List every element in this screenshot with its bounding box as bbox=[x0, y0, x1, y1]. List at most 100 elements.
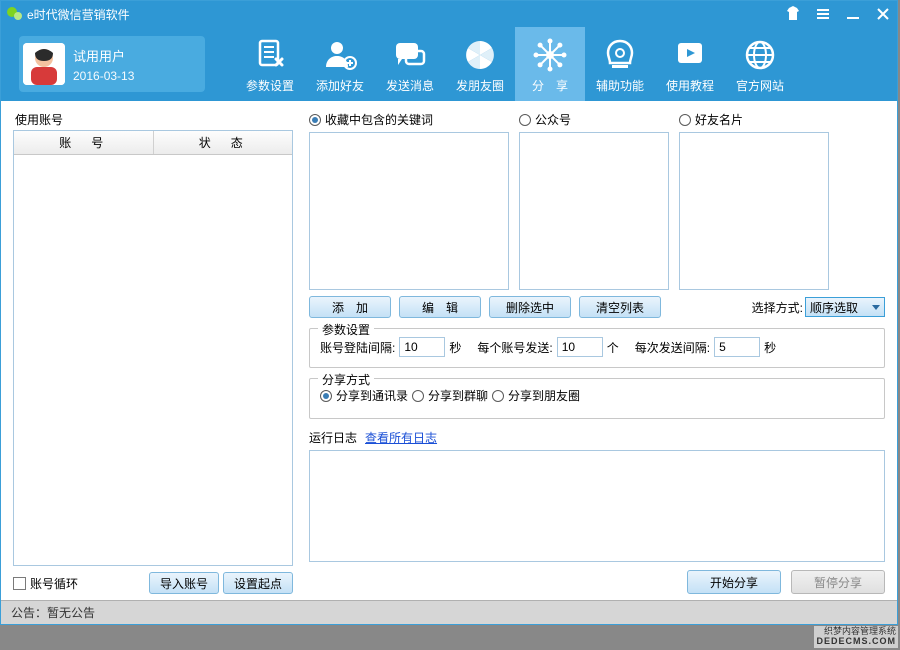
log-label: 运行日志 bbox=[309, 429, 357, 446]
toolbar-moments-label: 发朋友圈 bbox=[456, 77, 504, 94]
toolbar-website[interactable]: 官方网站 bbox=[725, 27, 795, 101]
namecard-listbox[interactable] bbox=[679, 132, 829, 290]
toolbar-icons: 参数设置 添加好友 发送消息 发朋友圈 分 享 辅助功能 使用教程 官方网站 bbox=[235, 27, 795, 101]
login-interval-input[interactable] bbox=[399, 337, 445, 357]
toolbar-assist[interactable]: 辅助功能 bbox=[585, 27, 655, 101]
window-controls bbox=[785, 6, 891, 22]
params-line: 账号登陆间隔: 秒 每个账号发送: 个 每次发送间隔: 秒 bbox=[320, 337, 874, 357]
accounts-label: 使用账号 bbox=[13, 111, 293, 128]
toolbar-moments[interactable]: 发朋友圈 bbox=[445, 27, 515, 101]
send-interval-unit: 秒 bbox=[764, 339, 776, 356]
import-account-button[interactable]: 导入账号 bbox=[149, 572, 219, 594]
statusbar: 公告：暂无公告 bbox=[1, 600, 897, 624]
select-mode-label: 选择方式: bbox=[752, 299, 803, 316]
watermark: 织梦内容管理系统 DEDECMS.COM bbox=[814, 626, 898, 648]
params-fieldset: 参数设置 账号登陆间隔: 秒 每个账号发送: 个 每次发送间隔: 秒 bbox=[309, 328, 885, 368]
official-listbox[interactable] bbox=[519, 132, 669, 290]
col-status[interactable]: 状 态 bbox=[154, 131, 293, 154]
accounts-header: 账 号 状 态 bbox=[14, 131, 292, 155]
toolbar-sendmsg-label: 发送消息 bbox=[386, 77, 434, 94]
radio-icon bbox=[679, 114, 691, 126]
body: 使用账号 账 号 状 态 账号循环 导入账号 设置起点 收藏中包 bbox=[1, 101, 897, 600]
source-official-col: 公众号 bbox=[519, 111, 669, 290]
source-keyword-radio[interactable]: 收藏中包含的关键词 bbox=[309, 111, 509, 128]
action-row: 开始分享 暂停分享 bbox=[309, 562, 885, 594]
toolbar: 试用用户 2016-03-13 参数设置 添加好友 发送消息 发朋友圈 分 享 辅助功能 使… bbox=[1, 27, 897, 101]
radio-icon bbox=[519, 114, 531, 126]
toolbar-params-label: 参数设置 bbox=[246, 77, 294, 94]
start-share-button[interactable]: 开始分享 bbox=[687, 570, 781, 594]
source-official-label: 公众号 bbox=[535, 111, 571, 128]
accounts-table[interactable]: 账 号 状 态 bbox=[13, 130, 293, 566]
status-text: 公告：暂无公告 bbox=[11, 604, 95, 621]
avatar bbox=[23, 43, 65, 85]
radio-icon bbox=[320, 390, 332, 402]
share-mode-line: 分享到通讯录 分享到群聊 分享到朋友圈 bbox=[320, 387, 874, 408]
toolbar-share[interactable]: 分 享 bbox=[515, 27, 585, 101]
pause-share-button: 暂停分享 bbox=[791, 570, 885, 594]
app-window: e时代微信营销软件 试用用户 2016-03-13 参数设置 添加好友 发送消息 发朋… bbox=[0, 0, 898, 625]
toolbar-params[interactable]: 参数设置 bbox=[235, 27, 305, 101]
app-title: e时代微信营销软件 bbox=[27, 6, 785, 23]
col-account[interactable]: 账 号 bbox=[14, 131, 154, 154]
share-group-label: 分享到群聊 bbox=[428, 387, 488, 404]
log-box[interactable] bbox=[309, 450, 885, 562]
app-icon bbox=[7, 6, 23, 22]
skin-icon[interactable] bbox=[785, 6, 801, 22]
share-contacts-radio[interactable]: 分享到通讯录 bbox=[320, 387, 408, 404]
add-button[interactable]: 添 加 bbox=[309, 296, 391, 318]
user-name: 试用用户 bbox=[73, 46, 134, 65]
per-account-input[interactable] bbox=[557, 337, 603, 357]
toolbar-sendmsg[interactable]: 发送消息 bbox=[375, 27, 445, 101]
send-interval-input[interactable] bbox=[714, 337, 760, 357]
left-pane: 使用账号 账 号 状 态 账号循环 导入账号 设置起点 bbox=[1, 101, 301, 600]
radio-icon bbox=[412, 390, 424, 402]
toolbar-assist-label: 辅助功能 bbox=[596, 77, 644, 94]
source-keyword-col: 收藏中包含的关键词 bbox=[309, 111, 509, 290]
watermark-line2: DEDECMS.COM bbox=[816, 637, 896, 647]
clear-button[interactable]: 清空列表 bbox=[579, 296, 661, 318]
share-source-row: 收藏中包含的关键词 公众号 好友名片 bbox=[309, 111, 885, 290]
source-namecard-radio[interactable]: 好友名片 bbox=[679, 111, 829, 128]
log-header: 运行日志 查看所有日志 bbox=[309, 429, 885, 446]
share-moments-label: 分享到朋友圈 bbox=[508, 387, 580, 404]
toolbar-tutorial-label: 使用教程 bbox=[666, 77, 714, 94]
share-group-radio[interactable]: 分享到群聊 bbox=[412, 387, 488, 404]
delete-button[interactable]: 删除选中 bbox=[489, 296, 571, 318]
send-interval-label: 每次发送间隔: bbox=[635, 339, 710, 356]
menu-icon[interactable] bbox=[815, 6, 831, 22]
user-box[interactable]: 试用用户 2016-03-13 bbox=[19, 36, 205, 92]
toolbar-share-label: 分 享 bbox=[532, 77, 568, 94]
set-start-button[interactable]: 设置起点 bbox=[223, 572, 293, 594]
share-mode-legend: 分享方式 bbox=[318, 371, 374, 388]
toolbar-addfriend-label: 添加好友 bbox=[316, 77, 364, 94]
close-icon[interactable] bbox=[875, 6, 891, 22]
toolbar-tutorial[interactable]: 使用教程 bbox=[655, 27, 725, 101]
list-buttons-row: 添 加 编 辑 删除选中 清空列表 选择方式: 顺序选取 bbox=[309, 296, 885, 318]
share-mode-fieldset: 分享方式 分享到通讯录 分享到群聊 分享到朋友圈 bbox=[309, 378, 885, 419]
toolbar-website-label: 官方网站 bbox=[736, 77, 784, 94]
radio-icon bbox=[309, 114, 321, 126]
share-moments-radio[interactable]: 分享到朋友圈 bbox=[492, 387, 580, 404]
source-namecard-label: 好友名片 bbox=[695, 111, 743, 128]
view-all-logs-link[interactable]: 查看所有日志 bbox=[365, 429, 437, 446]
edit-button[interactable]: 编 辑 bbox=[399, 296, 481, 318]
source-namecard-col: 好友名片 bbox=[679, 111, 829, 290]
loop-checkbox[interactable] bbox=[13, 577, 26, 590]
radio-icon bbox=[492, 390, 504, 402]
params-legend: 参数设置 bbox=[318, 321, 374, 338]
source-official-radio[interactable]: 公众号 bbox=[519, 111, 669, 128]
user-date: 2016-03-13 bbox=[73, 69, 134, 83]
per-account-label: 每个账号发送: bbox=[477, 339, 552, 356]
right-pane: 收藏中包含的关键词 公众号 好友名片 bbox=[301, 101, 897, 600]
left-bottom: 账号循环 导入账号 设置起点 bbox=[13, 566, 293, 594]
titlebar: e时代微信营销软件 bbox=[1, 1, 897, 27]
minimize-icon[interactable] bbox=[845, 6, 861, 22]
keyword-listbox[interactable] bbox=[309, 132, 509, 290]
toolbar-addfriend[interactable]: 添加好友 bbox=[305, 27, 375, 101]
loop-label: 账号循环 bbox=[30, 575, 78, 592]
select-mode-value: 顺序选取 bbox=[810, 299, 858, 316]
login-interval-label: 账号登陆间隔: bbox=[320, 339, 395, 356]
select-mode-combo[interactable]: 顺序选取 bbox=[805, 297, 885, 317]
per-account-unit: 个 bbox=[607, 339, 619, 356]
